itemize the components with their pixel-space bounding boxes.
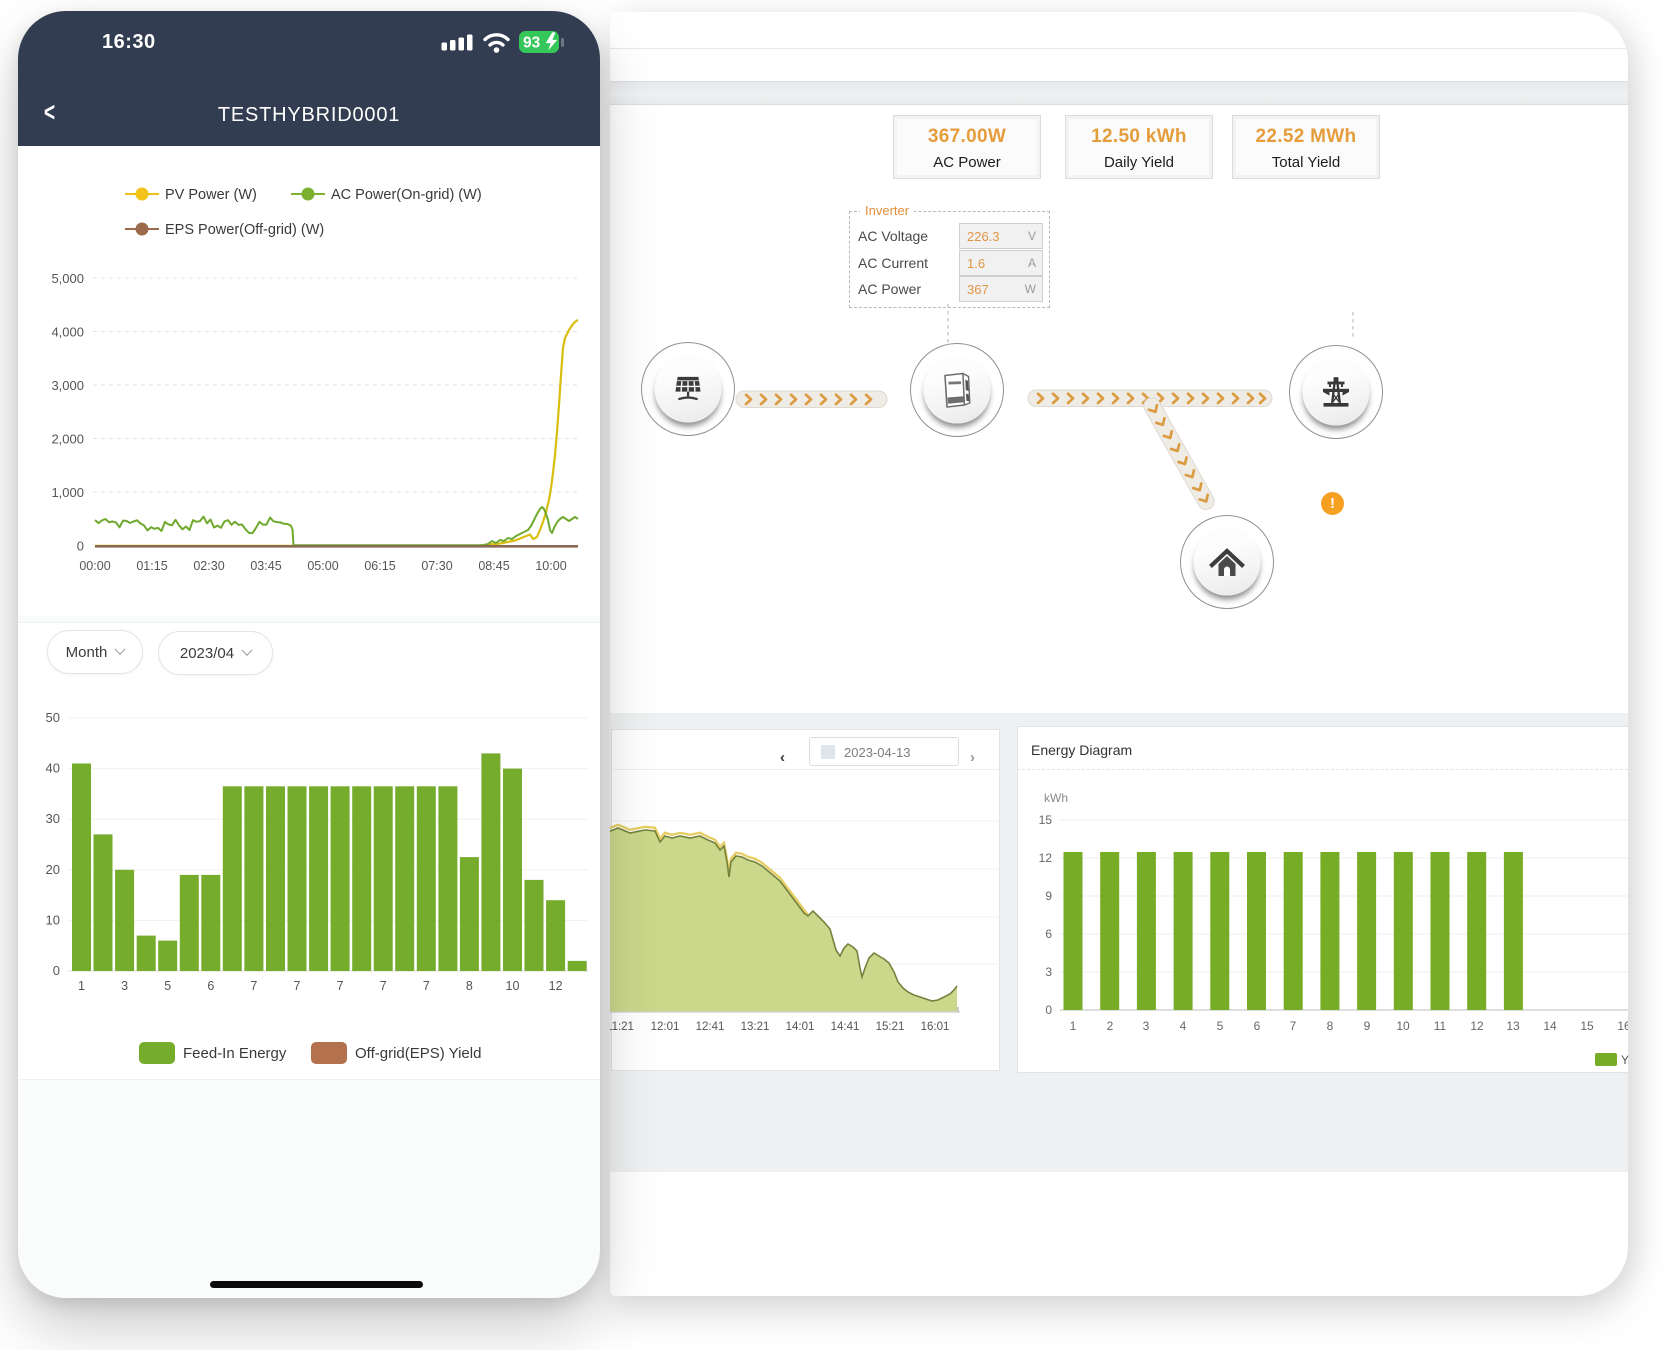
svg-text:4,000: 4,000 xyxy=(51,325,84,340)
svg-text:10: 10 xyxy=(506,979,520,993)
svg-text:3,000: 3,000 xyxy=(51,378,84,393)
svg-text:00:00: 00:00 xyxy=(79,559,110,573)
svg-text:3: 3 xyxy=(1143,1019,1150,1033)
svg-text:15: 15 xyxy=(1580,1019,1594,1033)
svg-text:AC Power(On-grid) (W): AC Power(On-grid) (W) xyxy=(331,187,482,203)
svg-text:01:15: 01:15 xyxy=(136,559,167,573)
svg-text:03:45: 03:45 xyxy=(250,559,281,573)
svg-text:8: 8 xyxy=(466,979,473,993)
svg-text:7: 7 xyxy=(250,979,257,993)
svg-text:7: 7 xyxy=(337,979,344,993)
svg-text:12:41: 12:41 xyxy=(696,1021,725,1033)
svg-text:6: 6 xyxy=(207,979,214,993)
svg-text:0: 0 xyxy=(77,539,84,554)
svg-text:15:21: 15:21 xyxy=(876,1021,905,1033)
svg-text:14:41: 14:41 xyxy=(831,1021,860,1033)
svg-text:16:01: 16:01 xyxy=(921,1021,950,1033)
svg-text:7: 7 xyxy=(294,979,301,993)
svg-text:7: 7 xyxy=(380,979,387,993)
svg-text:11: 11 xyxy=(1434,1019,1447,1033)
svg-text:9: 9 xyxy=(1045,889,1052,903)
svg-text:0: 0 xyxy=(1045,1003,1052,1017)
svg-text:5: 5 xyxy=(1217,1019,1224,1033)
svg-text:1,000: 1,000 xyxy=(51,485,84,500)
svg-text:02:30: 02:30 xyxy=(193,559,224,573)
svg-text:11:21: 11:21 xyxy=(610,1021,634,1033)
svg-text:0: 0 xyxy=(53,963,60,978)
svg-text:PV Power (W): PV Power (W) xyxy=(165,187,257,203)
svg-text:EPS Power(Off-grid) (W): EPS Power(Off-grid) (W) xyxy=(165,222,324,238)
svg-text:13: 13 xyxy=(1506,1019,1520,1033)
svg-text:12: 12 xyxy=(1470,1019,1484,1033)
svg-text:08:45: 08:45 xyxy=(478,559,509,573)
svg-text:50: 50 xyxy=(46,710,60,725)
svg-text:13:21: 13:21 xyxy=(741,1021,770,1033)
svg-text:1: 1 xyxy=(1070,1019,1077,1033)
svg-text:9: 9 xyxy=(1364,1019,1371,1033)
svg-text:20: 20 xyxy=(46,862,60,877)
svg-text:12: 12 xyxy=(549,979,563,993)
svg-text:93: 93 xyxy=(523,35,541,52)
svg-text:14: 14 xyxy=(1543,1019,1557,1033)
svg-text:07:30: 07:30 xyxy=(421,559,452,573)
svg-text:3: 3 xyxy=(1045,965,1052,979)
svg-text:2: 2 xyxy=(1107,1019,1114,1033)
svg-text:12: 12 xyxy=(1039,851,1053,865)
svg-text:7: 7 xyxy=(423,979,430,993)
svg-text:7: 7 xyxy=(1290,1019,1297,1033)
svg-text:kWh: kWh xyxy=(1044,791,1068,805)
svg-text:1: 1 xyxy=(78,979,85,993)
svg-text:5,000: 5,000 xyxy=(51,271,84,286)
svg-text:40: 40 xyxy=(46,761,60,776)
svg-text:2,000: 2,000 xyxy=(51,432,84,447)
svg-text:05:00: 05:00 xyxy=(307,559,338,573)
svg-text:06:15: 06:15 xyxy=(364,559,395,573)
svg-text:4: 4 xyxy=(1180,1019,1187,1033)
svg-text:15: 15 xyxy=(1039,813,1053,827)
svg-text:8: 8 xyxy=(1327,1019,1334,1033)
svg-text:10: 10 xyxy=(46,912,60,927)
svg-text:3: 3 xyxy=(121,979,128,993)
svg-text:6: 6 xyxy=(1045,927,1052,941)
svg-text:30: 30 xyxy=(46,811,60,826)
svg-text:6: 6 xyxy=(1254,1019,1261,1033)
svg-text:14:01: 14:01 xyxy=(786,1021,815,1033)
svg-text:16: 16 xyxy=(1617,1019,1628,1033)
svg-text:5: 5 xyxy=(164,979,171,993)
svg-text:10:00: 10:00 xyxy=(535,559,566,573)
svg-text:12:01: 12:01 xyxy=(651,1021,680,1033)
svg-text:10: 10 xyxy=(1396,1019,1410,1033)
